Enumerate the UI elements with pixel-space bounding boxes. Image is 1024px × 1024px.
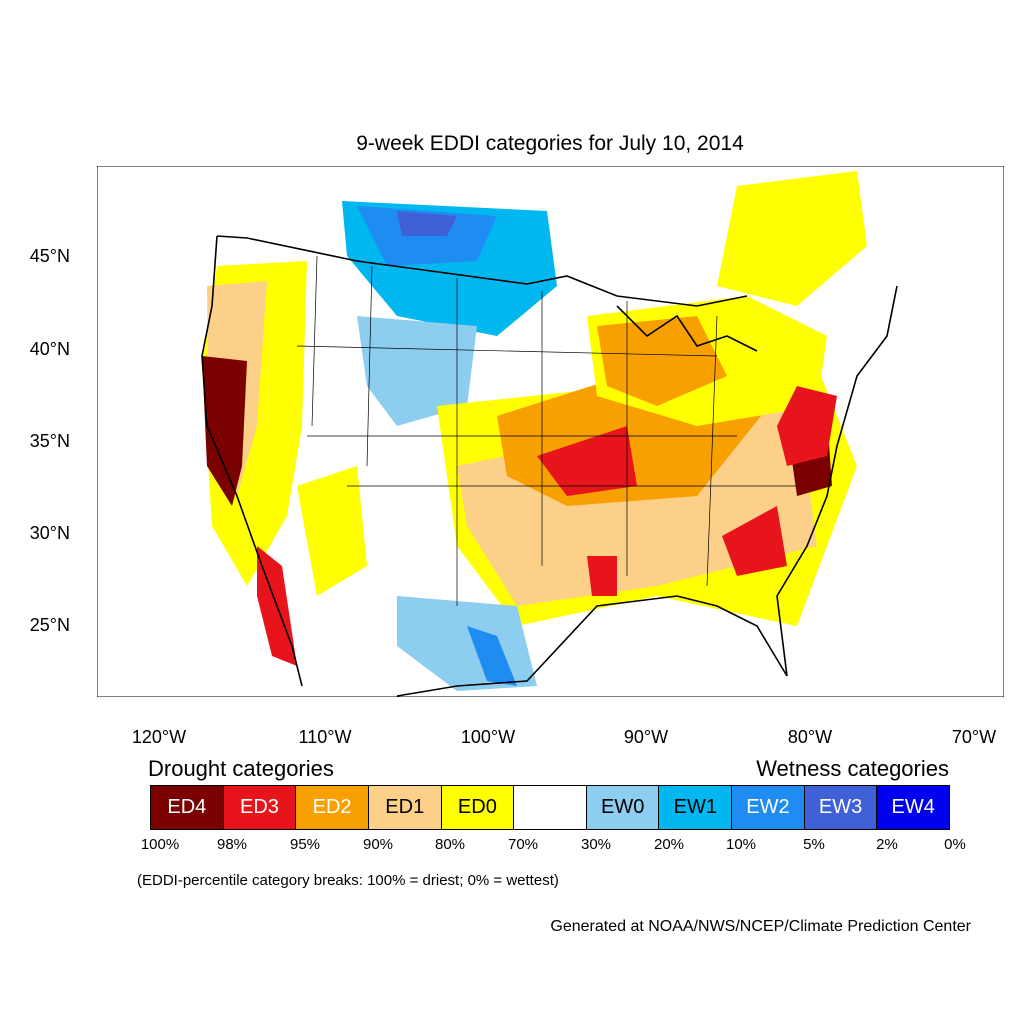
eddi-regions	[202, 171, 867, 691]
region-southeast-ed3	[722, 506, 787, 576]
region-northeast-ed0	[717, 171, 867, 306]
lat-label-40: 40°N	[29, 339, 70, 359]
gulf-coastline	[396, 595, 788, 697]
legend-box-ew0: EW0	[586, 786, 660, 829]
region-east-ed3	[777, 386, 837, 466]
legend-box-neutral	[514, 786, 587, 829]
lon-label-80: 80°W	[787, 727, 833, 747]
us-canada-border	[216, 235, 748, 307]
credit-line: Generated at NOAA/NWS/NCEP/Climate Predi…	[550, 918, 971, 935]
legend-box-ew3: EW3	[804, 786, 878, 829]
wetness-heading: Wetness categories	[756, 756, 949, 781]
region-gulf-ed3	[587, 556, 617, 596]
legend-box-ew2: EW2	[732, 786, 805, 829]
great-lakes	[616, 305, 758, 352]
lon-label-90: 90°W	[623, 727, 669, 747]
pct-label: 98%	[216, 836, 248, 853]
region-plains-ew0	[357, 316, 477, 426]
region-north-ew3	[397, 211, 457, 236]
drought-heading: Drought categories	[148, 756, 334, 781]
state-borders	[296, 255, 797, 606]
region-south-ed3	[537, 426, 637, 496]
lat-label-25: 25°N	[29, 615, 70, 635]
eddi-map	[96, 165, 1005, 698]
legend-box-ed1: ED1	[368, 786, 442, 829]
pct-label: 10%	[725, 836, 757, 853]
region-southwest-ed0	[297, 466, 367, 596]
west-coastline	[201, 235, 303, 687]
lon-label-100: 100°W	[460, 727, 516, 747]
map-frame	[96, 165, 1005, 698]
pct-label: 95%	[289, 836, 321, 853]
legend-box-ed0: ED0	[441, 786, 515, 829]
legend-bar: ED4 ED3 ED2 ED1 ED0 EW0 EW1 EW2 EW3 EW4	[150, 785, 950, 830]
pct-label: 80%	[434, 836, 466, 853]
lon-label-70: 70°W	[951, 727, 997, 747]
pct-label: 20%	[653, 836, 685, 853]
pct-label: 2%	[876, 836, 898, 853]
footnote: (EDDI-percentile category breaks: 100% =…	[137, 872, 559, 889]
pct-label: 70%	[507, 836, 539, 853]
lon-label-120: 120°W	[131, 727, 187, 747]
legend-box-ed2: ED2	[296, 786, 369, 829]
east-coastline	[776, 285, 898, 677]
region-midwest-ed2	[597, 316, 727, 406]
legend-box-ew1: EW1	[659, 786, 733, 829]
map-title: 9-week EDDI categories for July 10, 2014	[356, 132, 744, 155]
pct-label: 30%	[580, 836, 612, 853]
pct-label: 5%	[803, 836, 825, 853]
legend-box-ew4: EW4	[877, 786, 950, 829]
lat-label-45: 45°N	[29, 246, 70, 266]
region-texas-ew2	[467, 626, 517, 686]
pct-label: 100%	[140, 836, 180, 853]
legend-box-ed3: ED3	[223, 786, 297, 829]
lat-label-35: 35°N	[29, 431, 70, 451]
region-west-ed4	[202, 356, 247, 506]
pct-label: 0%	[944, 836, 966, 853]
lon-label-110: 110°W	[298, 727, 352, 747]
lat-label-30: 30°N	[29, 523, 70, 543]
map-boundaries	[201, 235, 898, 697]
legend-box-ed4: ED4	[151, 786, 224, 829]
pct-label: 90%	[362, 836, 394, 853]
